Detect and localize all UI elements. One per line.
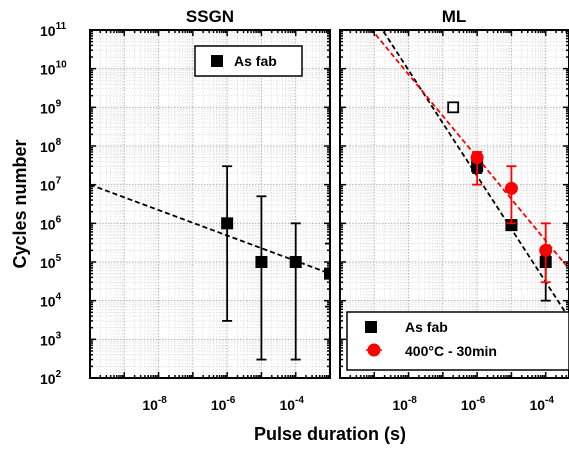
right-x-tick-label: 10-4 [529, 395, 554, 413]
right-x-tick-label: 10-8 [392, 395, 417, 413]
right-x-tick-label: 10-6 [461, 395, 486, 413]
left-y-tick-label: 104 [40, 292, 62, 310]
left-x-tick-label: 10-8 [142, 395, 167, 413]
left-series-as-fab-point-0 [221, 217, 234, 230]
right-legend-label-annealed: 400°C - 30min [405, 343, 497, 359]
right-series-as-fab-point-1 [505, 219, 518, 232]
left-legend-label-as-fab: As fab [234, 53, 277, 69]
right-legend-marker-as-fab [365, 321, 377, 333]
left-panel-grid [90, 30, 330, 378]
left-legend-marker-as-fab [211, 55, 223, 67]
right-series-annealed-point-0 [470, 151, 484, 165]
left-y-tick-label: 109 [40, 98, 62, 116]
left-series-as-fab-point-1 [255, 256, 268, 268]
left-x-tick-label: 10-4 [279, 395, 304, 413]
right-panel-grid [340, 30, 569, 378]
right-panel-frame [339, 29, 569, 379]
left-series-as-fab-fit-line [90, 183, 330, 275]
right-series-annealed-point-2 [539, 243, 553, 257]
left-panel-frame [89, 29, 331, 379]
left-y-tick-label: 108 [40, 137, 62, 155]
left-panel-title: SSGN [186, 7, 234, 26]
right-series-as-fab-fit-line [381, 30, 569, 320]
left-y-tick-label: 106 [40, 214, 62, 232]
x-axis-label: Pulse duration (s) [254, 424, 406, 444]
right-legend-box [346, 311, 569, 371]
left-panel-marks [90, 165, 330, 361]
left-legend: As fab [194, 45, 303, 77]
right-legend-marker-annealed [367, 343, 381, 357]
left-y-tick-label: 105 [40, 253, 62, 271]
y-axis-label: Cycles number [10, 139, 30, 268]
right-panel-marks [370, 30, 569, 320]
right-series-annealed-fit-line [370, 30, 569, 271]
left-y-tick-label: 107 [40, 176, 62, 194]
right-legend-label-as-fab: As fab [405, 319, 448, 335]
left-y-tick-label: 1010 [40, 60, 67, 78]
panel-frames [89, 29, 569, 379]
right-panel-title: ML [442, 7, 467, 26]
left-y-tick-label: 102 [40, 369, 62, 387]
left-series-as-fab-point-2 [289, 256, 302, 268]
left-x-tick-label: 10-6 [211, 395, 236, 413]
left-y-tick-label: 1011 [40, 21, 67, 39]
axis-ticks: 10-8 10-6 10-4 102 103 104 105 106 107 108 109 1010… [40, 21, 569, 413]
left-y-tick-label: 103 [40, 330, 62, 348]
right-series-annealed-point-1 [504, 181, 518, 195]
right-series-as-fab-open-point-0 [447, 101, 460, 114]
right-legend: As fab 400°C - 30min [346, 311, 569, 371]
